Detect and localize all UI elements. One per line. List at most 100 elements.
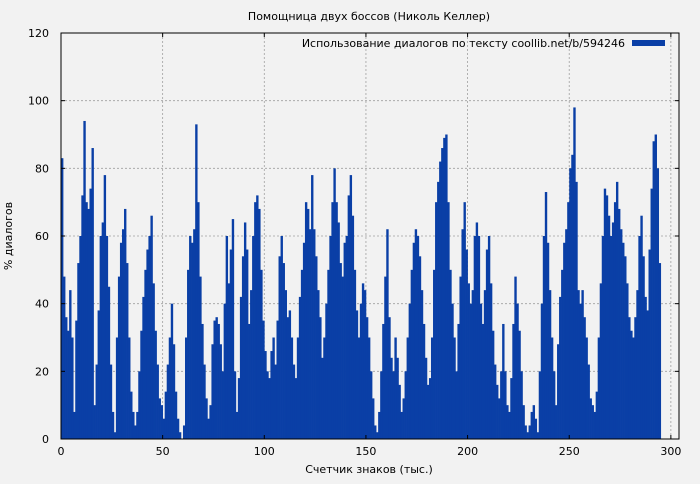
bar [386,229,389,439]
bar [644,296,647,439]
bar [367,337,371,439]
bar [191,242,194,439]
bar [93,405,96,439]
y-tick-label: 0 [42,433,49,446]
bar [406,337,409,439]
bar [542,236,546,439]
bar [459,276,462,439]
bar [280,236,283,439]
bar [449,269,452,439]
bar [646,310,649,439]
bar [433,269,436,439]
bar [396,357,399,439]
bar [329,236,332,439]
bar [595,391,599,439]
bar [372,398,375,439]
bar [252,236,255,439]
bar [81,195,84,439]
bar [382,323,385,439]
bar [83,120,86,439]
bar [197,202,200,439]
bar [461,229,464,439]
bar [97,310,100,439]
bar [113,432,117,439]
bar [69,290,72,439]
bar [319,317,322,439]
bar [201,323,204,439]
bar [408,303,412,439]
bar [506,405,509,439]
bar [119,242,123,439]
bar [128,337,131,439]
bar [270,351,273,439]
bar [71,337,74,439]
bar [658,263,662,439]
bar [87,208,90,439]
bar [559,296,562,439]
bar [317,290,320,439]
bar [154,330,157,439]
bar [91,148,94,440]
bar [124,208,127,439]
bar [278,256,281,439]
bar [61,158,64,439]
bar [321,357,324,439]
y-axis-label: % диалогов [2,202,15,270]
bar [361,283,365,439]
bar [512,323,515,439]
bar [333,168,336,440]
bar [99,236,103,439]
bar [615,181,619,439]
bar [571,154,574,440]
bar [609,236,613,439]
bar [445,134,448,439]
bar [465,249,468,439]
bar [569,168,572,440]
bar [500,371,503,439]
bar [481,323,485,439]
bar [514,276,517,439]
bar [227,283,231,439]
bar [418,256,422,439]
bar [603,188,607,439]
bar [410,269,414,439]
bar [420,290,424,439]
bar [140,330,143,439]
bar [479,303,483,439]
bar [150,215,153,439]
x-tick-label: 100 [254,445,275,458]
bar [349,175,353,439]
bar [160,405,163,439]
bar [168,337,172,439]
bar [591,405,594,439]
bar [245,249,249,439]
bar [309,229,312,439]
y-tick-label: 80 [35,162,49,175]
bar [176,418,180,439]
bar [496,384,499,439]
bar [331,202,334,439]
bar [428,378,432,439]
bar [390,357,393,439]
bar [158,398,161,439]
bar [296,337,300,439]
x-tick-label: 300 [660,445,681,458]
bar [225,236,229,439]
bar [422,323,426,439]
bar [583,317,586,439]
bar [388,317,391,439]
bar [374,425,377,439]
y-tick-label: 40 [35,298,49,311]
bar [286,317,290,439]
bar [581,290,584,439]
bar [441,148,444,440]
bar [597,337,601,439]
bar [585,337,588,439]
bar [290,337,294,439]
legend-swatch [632,40,665,46]
bar [443,137,446,439]
bar [111,411,115,439]
bar [327,269,330,439]
bar [77,263,80,439]
bar [534,418,538,439]
